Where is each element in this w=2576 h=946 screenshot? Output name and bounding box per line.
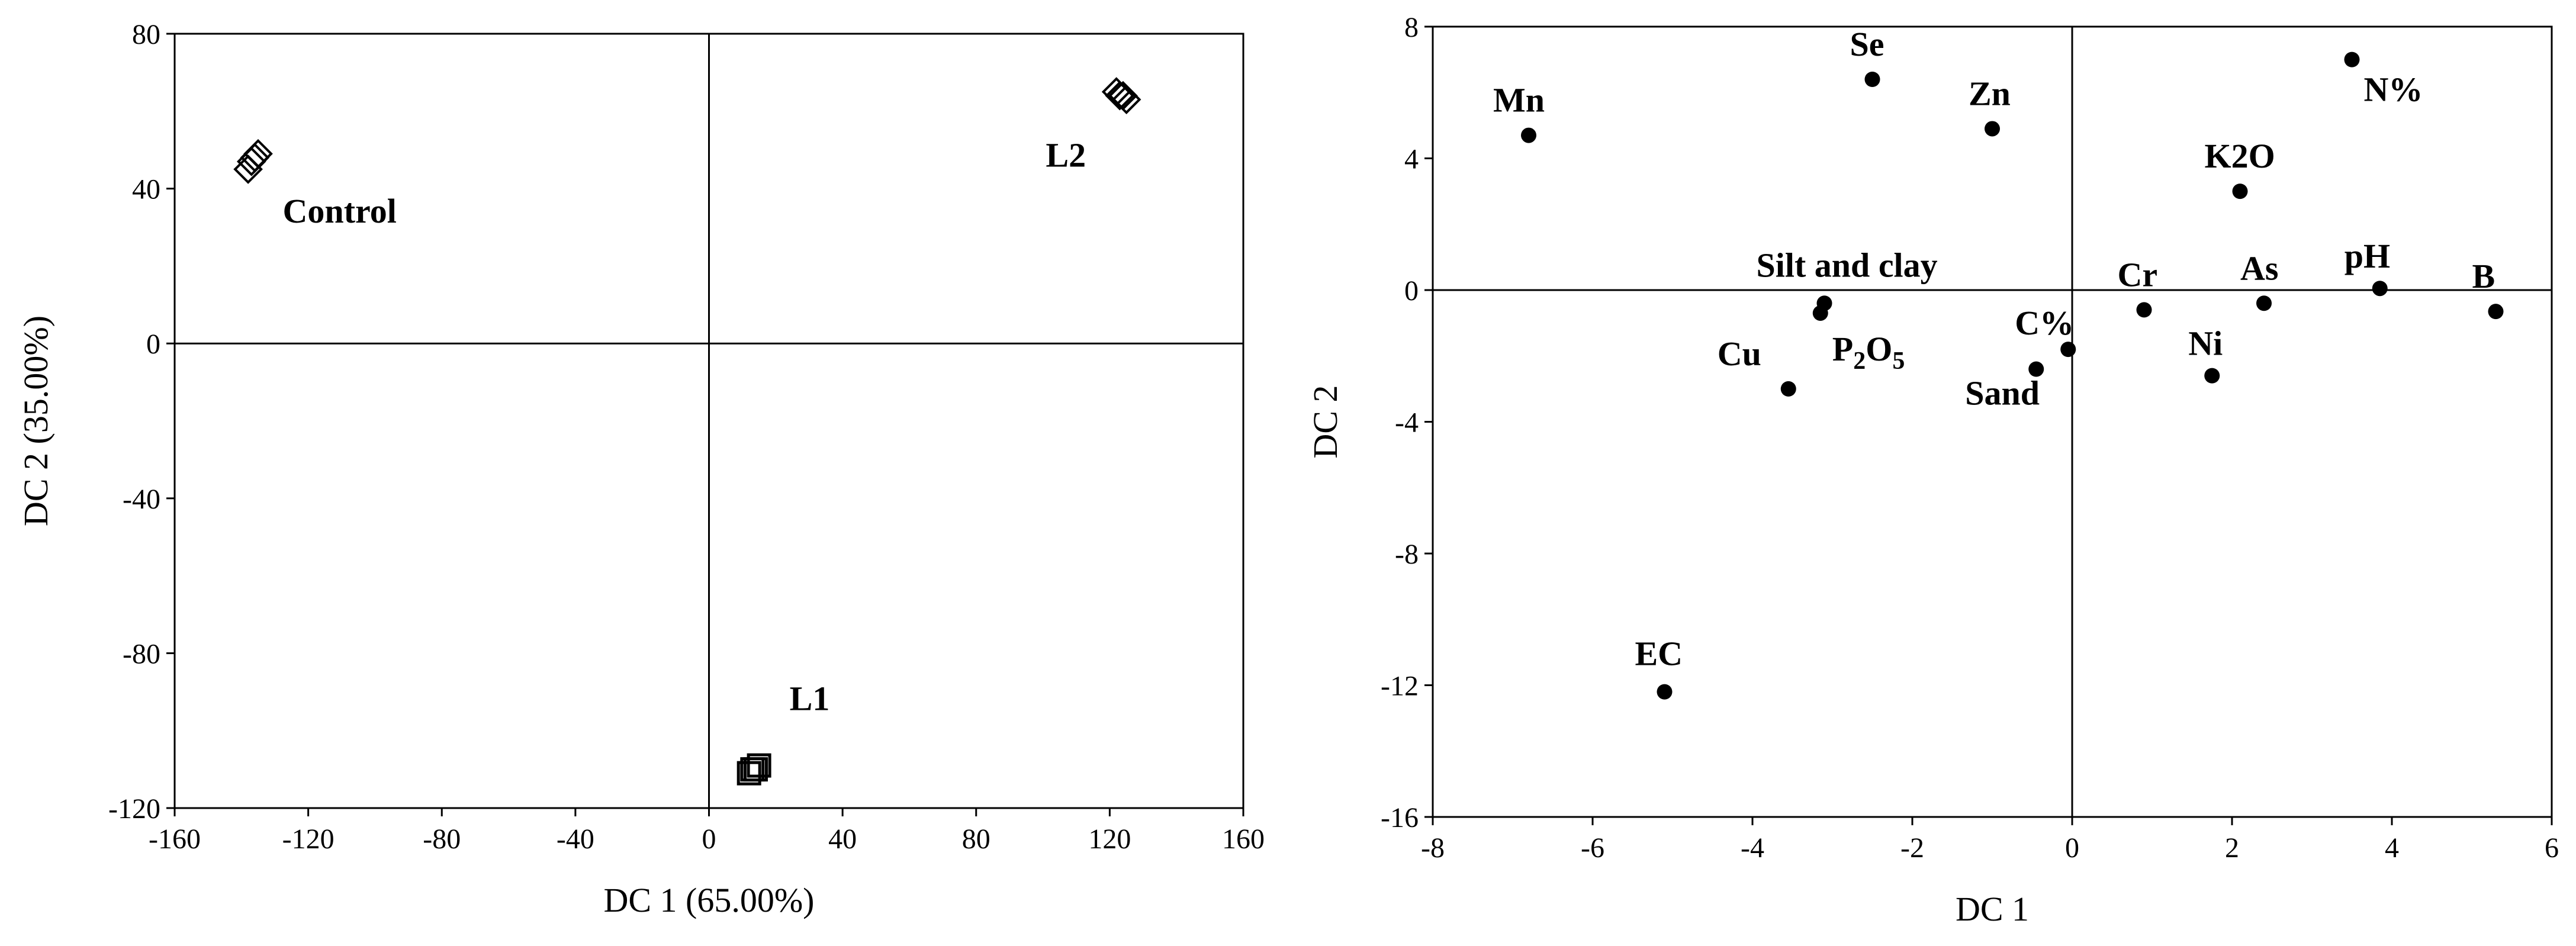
x-axis-label: DC 1 [1956,890,2029,928]
x-tick-label: -120 [282,823,335,855]
point-label-se: Se [1850,25,1884,63]
point-label-cu: Cu [1718,334,1761,373]
point-control [243,139,273,169]
plot-1: -160 -120 -80 -40 0 40 80 120 160-120-80-4004080… [17,19,1265,919]
point-n- [2344,52,2360,67]
x-tick-label: -40 [557,823,594,855]
x-tick-label: -160 [149,823,201,855]
x-tick-label: 120 [1088,823,1131,855]
point-cr [2136,302,2152,318]
y-tick-label: 4 [1404,144,1419,175]
x-tick-label: 4 [2385,832,2399,864]
x-tick-label: 0 [702,823,716,855]
point-ph [2372,281,2388,297]
point-label-ni: Ni [2188,324,2223,363]
point-l2 [1105,81,1135,111]
x-tick-label: 80 [962,823,990,855]
y-tick-label: -4 [1395,407,1419,439]
y-tick-label: -12 [1381,671,1419,702]
x-tick-label: -6 [1581,832,1604,864]
group-label-l2: L2 [1046,136,1086,175]
point-label-c-: C% [2015,304,2074,342]
point-label-silt-and-clay: Silt and clay [1757,246,1938,284]
x-tick-label: 2 [2225,832,2239,864]
point-ec [1657,684,1673,700]
y-tick-label: -120 [108,793,160,825]
point-l1 [743,757,768,782]
point-b [2488,304,2504,320]
y-tick-label: 0 [146,329,160,360]
point-ni [2204,368,2220,384]
point-as [2256,295,2272,311]
y-axis-label: DC 2 (35.00%) [17,316,55,526]
x-tick-label: 0 [2065,832,2079,864]
point-zn [1985,121,2000,137]
point-sand [2028,361,2044,377]
x-tick-label: 6 [2545,832,2559,864]
point-label-n-: N% [2364,70,2423,109]
point-l1 [747,753,771,778]
point-mn [1521,127,1536,143]
point-l2 [1111,85,1141,115]
point-label-b: B [2472,257,2495,295]
point-label-sand: Sand [1965,374,2040,413]
point-se [1864,72,1880,87]
point-k2o [2232,184,2248,200]
x-tick-label: -8 [1421,832,1445,864]
x-tick-label: -4 [1741,832,1764,864]
y-tick-label: 40 [132,174,160,205]
group-label-l1: L1 [790,680,830,718]
point-label-p2o5: P2O5 [1832,330,1905,375]
y-tick-label: 80 [132,19,160,50]
y-tick-label: 0 [1404,275,1419,307]
x-tick-label: -2 [1900,832,1924,864]
point-label-ph: pH [2345,237,2390,275]
x-axis-label: DC 1 (65.00%) [603,881,814,919]
point-label-as: As [2240,249,2278,287]
y-axis-label: DC 2 [1306,385,1345,458]
y-tick-label: -80 [123,638,160,670]
point-label-cr: Cr [2118,255,2158,294]
y-tick-label: 8 [1404,12,1419,43]
point-label-mn: Mn [1493,81,1545,120]
x-tick-label: -80 [423,823,461,855]
y-tick-label: -16 [1381,802,1419,834]
group-label-control: Control [283,192,397,230]
y-tick-label: -40 [123,484,160,515]
plot-frame [1432,25,2553,818]
y-tick-label: -8 [1395,539,1419,570]
plot-2: -8 -6 -4 -2 0 2 4 6 -16 -12 -8 -4 0 4 8 DC 1 DC 2 Mn Se Zn N… [1306,12,2559,928]
point-cu [1780,381,1796,397]
x-tick-label: 160 [1222,823,1265,855]
point-label-zn: Zn [1969,74,2011,112]
point-p2o5 [1812,305,1828,321]
x-tick-label: 40 [828,823,857,855]
point-label-ec: EC [1635,635,1683,673]
point-label-k2o: K2O [2205,137,2275,175]
point-c- [2060,342,2076,358]
